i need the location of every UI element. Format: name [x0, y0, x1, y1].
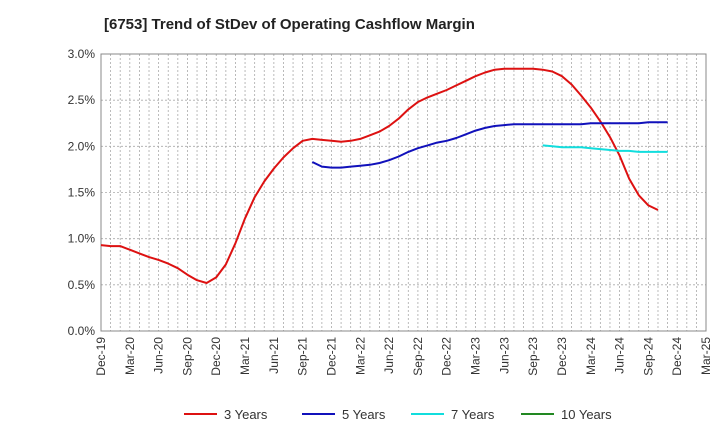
y-tick-label: 2.0%	[68, 139, 96, 153]
series-group	[100, 67, 668, 284]
x-tick-label: Jun-24	[613, 337, 627, 374]
series-line-7-years	[542, 144, 668, 153]
x-tick-label: Jun-22	[382, 337, 396, 374]
x-tick-label: Dec-23	[555, 337, 569, 376]
x-tick-label: Sep-21	[296, 337, 310, 376]
x-tick-label: Sep-24	[641, 337, 655, 376]
plot-area	[100, 53, 707, 332]
x-tick-label: Jun-21	[267, 337, 281, 374]
y-axis: 0.0% 0.5% 1.0% 1.5% 2.0% 2.5% 3.0%	[68, 47, 96, 338]
y-tick-label: 0.5%	[68, 278, 96, 292]
y-tick-label: 2.5%	[68, 93, 96, 107]
series-line-5-years	[311, 121, 668, 169]
x-axis: Dec-19 Mar-20 Jun-20 Sep-20 Dec-20 Mar-21 Jun-…	[94, 337, 713, 376]
x-tick-label: Mar-24	[584, 337, 598, 375]
y-tick-label: 1.0%	[68, 232, 96, 246]
y-tick-label: 3.0%	[68, 47, 96, 61]
y-tick-label: 0.0%	[68, 324, 96, 338]
legend-label: 7 Years	[451, 407, 495, 422]
x-tick-label: Mar-23	[469, 337, 483, 375]
grid	[101, 54, 706, 331]
legend-label: 5 Years	[342, 407, 386, 422]
x-tick-label: Dec-20	[209, 337, 223, 376]
x-tick-label: Dec-22	[440, 337, 454, 376]
x-tick-label: Mar-21	[238, 337, 252, 375]
x-tick-label: Dec-21	[324, 337, 338, 376]
x-tick-label: Jun-20	[152, 337, 166, 374]
x-tick-label: Dec-19	[94, 337, 108, 376]
x-tick-label: Mar-22	[353, 337, 367, 375]
x-tick-label: Sep-22	[411, 337, 425, 376]
series-line-3-years	[100, 67, 659, 284]
x-tick-label: Mar-20	[123, 337, 137, 375]
x-tick-label: Jun-23	[497, 337, 511, 374]
legend-label: 10 Years	[561, 407, 612, 422]
x-tick-label: Sep-23	[526, 337, 540, 376]
x-tick-label: Sep-20	[180, 337, 194, 376]
x-tick-label: Dec-24	[670, 337, 684, 376]
chart-title: [6753] Trend of StDev of Operating Cashf…	[104, 16, 475, 33]
x-tick-label: Mar-25	[699, 337, 713, 375]
legend-label: 3 Years	[224, 407, 268, 422]
legend: 3 Years 5 Years 7 Years 10 Years	[184, 407, 612, 422]
y-tick-label: 1.5%	[68, 186, 96, 200]
